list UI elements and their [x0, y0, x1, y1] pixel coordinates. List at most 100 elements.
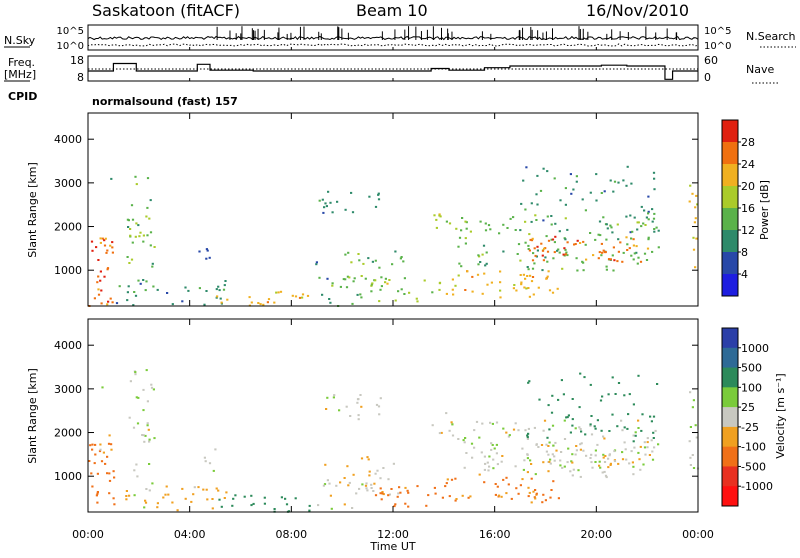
power-cell — [483, 272, 486, 275]
velocity-scatter — [88, 369, 700, 513]
velocity-cell — [632, 440, 635, 443]
power-cell — [527, 287, 530, 289]
power-cell — [408, 291, 411, 294]
power-cell — [267, 298, 271, 301]
velocity-cell — [374, 494, 378, 497]
power-cell — [609, 224, 612, 227]
power-cbar-tick-label: 16 — [741, 202, 755, 215]
velocity-cell — [609, 464, 612, 466]
power-cell — [301, 293, 305, 296]
velocity-cell — [136, 422, 140, 425]
power-cell — [451, 288, 454, 291]
power-cell — [115, 302, 119, 305]
power-cell — [111, 241, 114, 244]
velocity-cbar-segment — [722, 426, 738, 448]
velocity-cell — [611, 413, 614, 416]
velocity-cell — [388, 493, 391, 496]
power-cell — [551, 291, 555, 294]
power-cell — [348, 276, 351, 279]
power-cbar-tick-label: 4 — [741, 268, 748, 281]
power-cell — [327, 190, 330, 193]
velocity-cell — [192, 493, 195, 496]
velocity-cell — [634, 434, 637, 437]
velocity-cbar-tick-label: 25 — [741, 401, 755, 414]
power-cbar-tick-label: 20 — [741, 180, 755, 193]
velocity-cell — [505, 431, 508, 434]
velocity-cell — [589, 383, 592, 386]
power-cell — [526, 266, 529, 268]
power-cell — [490, 281, 493, 284]
power-cell — [223, 284, 226, 287]
power-cell — [524, 208, 527, 211]
power-cell — [499, 270, 502, 273]
power-cell — [603, 190, 606, 193]
freq-tick-bottom: 8 — [77, 71, 84, 84]
power-cell — [368, 195, 371, 198]
velocity-cell — [526, 436, 529, 439]
power-cell — [90, 240, 94, 243]
velocity-cell — [125, 498, 128, 501]
power-cell — [569, 173, 572, 176]
power-cell — [519, 259, 522, 262]
power-cell — [694, 206, 697, 209]
velocity-cell — [332, 396, 335, 399]
velocity-cell — [689, 391, 692, 394]
power-cell — [519, 274, 522, 276]
velocity-cell — [526, 453, 529, 456]
velocity-cell — [545, 443, 548, 446]
velocity-cell — [325, 408, 328, 410]
velocity-cell — [582, 449, 585, 452]
power-cell — [103, 239, 106, 242]
velocity-cell — [594, 461, 597, 463]
power-cell — [533, 247, 536, 250]
power-cell — [137, 279, 140, 282]
power-cell — [630, 182, 633, 185]
velocity-cell — [656, 383, 659, 385]
power-cell — [612, 269, 615, 272]
velocity-cell — [317, 504, 320, 507]
power-cell — [625, 236, 628, 239]
velocity-cell — [613, 450, 616, 453]
velocity-cell — [488, 465, 491, 468]
power-cell — [399, 257, 402, 260]
power-cell — [111, 301, 114, 304]
power-cell — [647, 195, 650, 198]
power-cell — [599, 234, 602, 237]
power-cell — [535, 255, 538, 258]
power-cell — [643, 209, 646, 212]
power-cell — [445, 220, 448, 223]
power-cell — [611, 231, 614, 234]
power-cell — [543, 247, 546, 250]
power-cell — [600, 192, 603, 194]
power-cell — [469, 230, 472, 233]
velocity-cell — [527, 432, 530, 435]
power-cell — [545, 277, 548, 280]
velocity-cell — [98, 450, 102, 453]
velocity-cell — [141, 434, 144, 436]
power-cell — [558, 230, 561, 233]
power-cell — [564, 187, 567, 190]
power-cell — [351, 302, 354, 305]
velocity-cell — [526, 457, 529, 460]
power-cell — [647, 238, 650, 241]
velocity-cell — [551, 424, 555, 427]
velocity-cell — [560, 451, 563, 453]
power-cell — [533, 262, 536, 265]
power-cell — [542, 167, 545, 170]
velocity-cell — [560, 379, 563, 382]
velocity-cell — [502, 478, 505, 481]
power-cell — [400, 256, 403, 258]
velocity-cell — [445, 412, 448, 415]
velocity-cell — [589, 423, 592, 426]
velocity-cell — [552, 480, 555, 483]
velocity-cell — [145, 369, 148, 372]
velocity-cell — [569, 431, 572, 434]
power-cell — [605, 265, 608, 268]
power-cell — [609, 258, 612, 261]
velocity-cell — [392, 462, 395, 465]
velocity-cbar-segment — [722, 446, 738, 467]
noise-trace — [87, 26, 699, 47]
velocity-cell — [324, 463, 327, 466]
power-cell — [534, 254, 537, 257]
velocity-cell — [507, 483, 510, 486]
